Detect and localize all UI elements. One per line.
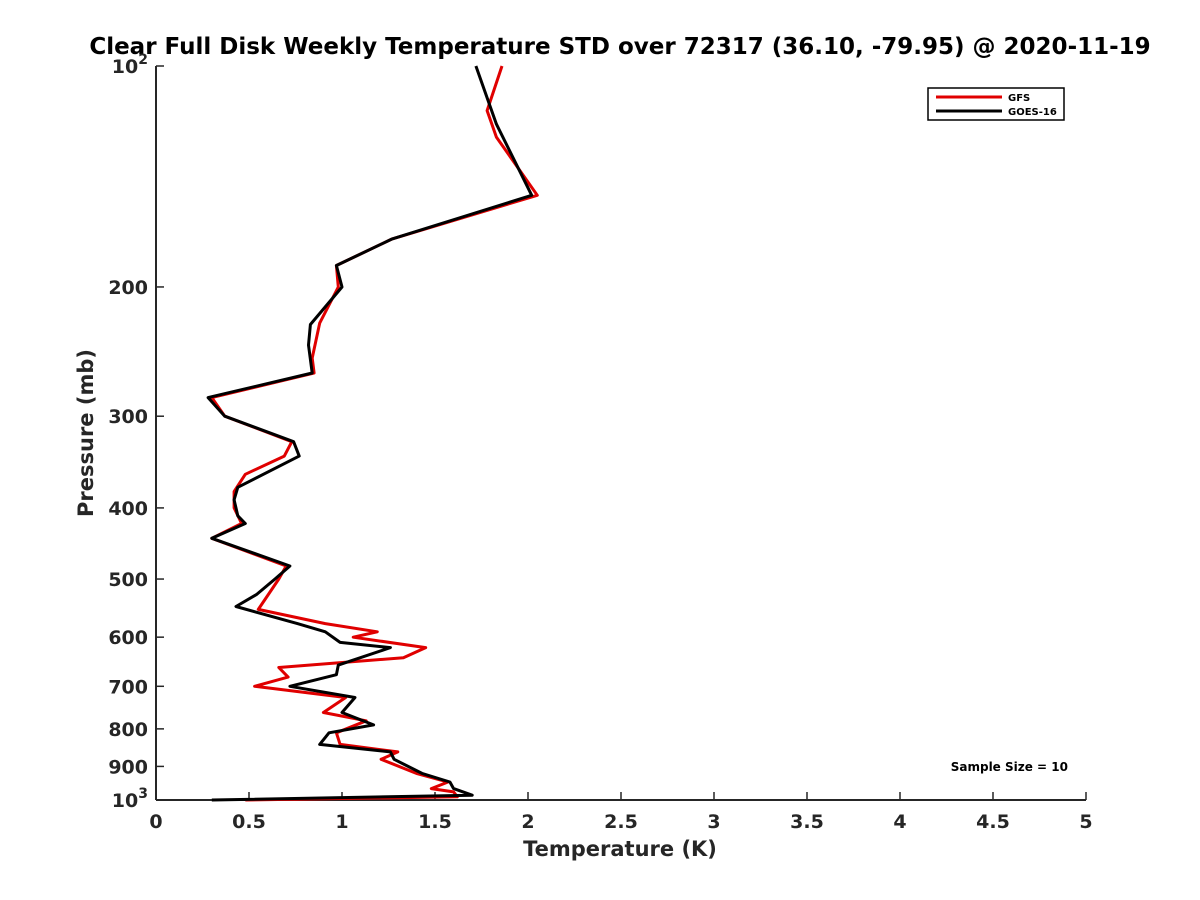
y-tick-label: 400	[108, 498, 148, 520]
x-tick-label: 1.5	[418, 811, 452, 833]
y-tick-label: 800	[108, 719, 148, 741]
x-tick-label: 4.5	[976, 811, 1010, 833]
x-tick-label: 4	[893, 811, 906, 833]
y-tick-label: 700	[108, 676, 148, 698]
y-tick-label: 300	[108, 406, 148, 428]
x-tick-label: 5	[1079, 811, 1092, 833]
x-tick-label: 0	[149, 811, 162, 833]
x-tick-label: 2	[521, 811, 534, 833]
y-tick-label: 900	[108, 756, 148, 778]
x-ticks: 0 0.5 1 1.5 2 2.5 3 3.5 4 4.5 5	[149, 792, 1093, 833]
series-line-gfs	[210, 65, 539, 802]
legend-box	[927, 87, 1065, 121]
x-tick-label: 0.5	[232, 811, 266, 833]
x-axis-label: Temperature (K)	[523, 837, 717, 861]
y-tick-label: 600	[108, 627, 148, 649]
series-lines	[206, 65, 539, 802]
chart-title: Clear Full Disk Weekly Temperature STD o…	[89, 34, 1150, 60]
x-tick-label: 2.5	[604, 811, 638, 833]
y-tick-label: 200	[108, 277, 148, 299]
legend-label: GFS	[1008, 93, 1030, 104]
y-ticks: 102 200 300 400 500 600 700 800 900 103	[108, 52, 164, 812]
x-tick-label: 1	[335, 811, 348, 833]
y-tick-label: 103	[112, 786, 148, 812]
series-line-goes-16	[206, 65, 534, 802]
y-axis-label: Pressure (mb)	[74, 349, 98, 517]
y-tick-label: 102	[112, 52, 148, 78]
legend: GFS GOES-16	[927, 87, 1065, 121]
y-tick-label: 500	[108, 569, 148, 591]
sample-size-annotation: Sample Size = 10	[951, 760, 1068, 774]
legend-label: GOES-16	[1008, 107, 1057, 118]
x-tick-label: 3.5	[790, 811, 824, 833]
x-tick-label: 3	[707, 811, 720, 833]
